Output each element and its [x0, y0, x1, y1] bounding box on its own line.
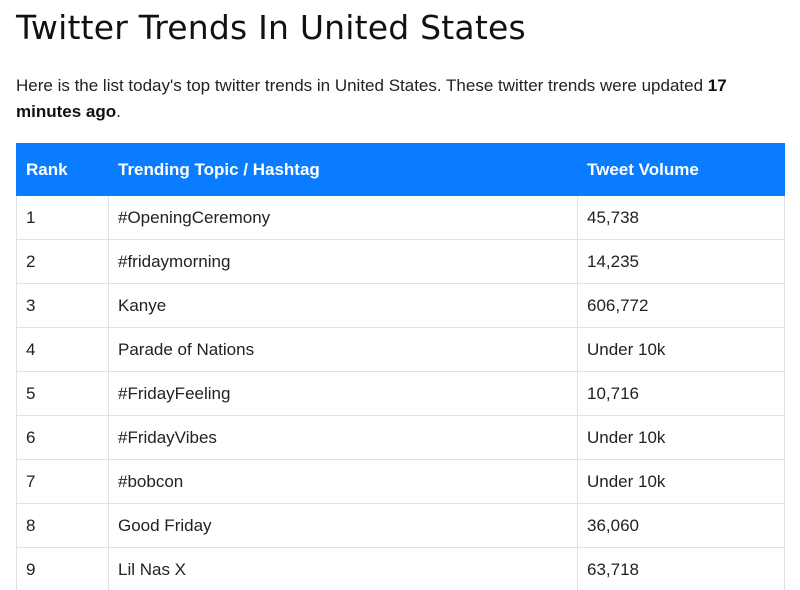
intro-paragraph: Here is the list today's top twitter tre…	[16, 73, 784, 125]
trends-table: Rank Trending Topic / Hashtag Tweet Volu…	[16, 143, 785, 590]
topic-cell[interactable]: #bobcon	[108, 459, 578, 504]
table-row: 8 Good Friday 36,060	[16, 503, 785, 548]
rank-cell: 2	[16, 239, 109, 284]
table-row: 1 #OpeningCeremony 45,738	[16, 195, 785, 240]
topic-cell[interactable]: #FridayVibes	[108, 415, 578, 460]
rank-cell: 9	[16, 547, 109, 590]
rank-cell: 3	[16, 283, 109, 328]
rank-column-header: Rank	[16, 143, 109, 196]
topic-cell[interactable]: Kanye	[108, 283, 578, 328]
rank-cell: 4	[16, 327, 109, 372]
topic-cell[interactable]: #FridayFeeling	[108, 371, 578, 416]
rank-cell: 8	[16, 503, 109, 548]
volume-cell: 63,718	[577, 547, 785, 590]
topic-cell[interactable]: Good Friday	[108, 503, 578, 548]
intro-end: .	[116, 102, 121, 121]
volume-cell: Under 10k	[577, 459, 785, 504]
table-row: 2 #fridaymorning 14,235	[16, 239, 785, 284]
topic-cell[interactable]: Parade of Nations	[108, 327, 578, 372]
table-row: 6 #FridayVibes Under 10k	[16, 415, 785, 460]
topic-cell[interactable]: Lil Nas X	[108, 547, 578, 590]
rank-cell: 5	[16, 371, 109, 416]
volume-cell: 45,738	[577, 195, 785, 240]
topic-cell[interactable]: #fridaymorning	[108, 239, 578, 284]
volume-cell: 10,716	[577, 371, 785, 416]
topic-cell[interactable]: #OpeningCeremony	[108, 195, 578, 240]
volume-cell: Under 10k	[577, 327, 785, 372]
rank-cell: 6	[16, 415, 109, 460]
table-row: 4 Parade of Nations Under 10k	[16, 327, 785, 372]
table-row: 3 Kanye 606,772	[16, 283, 785, 328]
table-row: 9 Lil Nas X 63,718	[16, 547, 785, 590]
volume-column-header: Tweet Volume	[577, 143, 785, 196]
rank-cell: 1	[16, 195, 109, 240]
topic-column-header: Trending Topic / Hashtag	[108, 143, 578, 196]
table-row: 7 #bobcon Under 10k	[16, 459, 785, 504]
updated-time: 17 minutes ago	[16, 76, 727, 121]
volume-cell: 36,060	[577, 503, 785, 548]
intro-text: Here is the list today's top twitter tre…	[16, 76, 708, 95]
volume-cell: 606,772	[577, 283, 785, 328]
page-title: Twitter Trends In United States	[16, 8, 526, 47]
rank-cell: 7	[16, 459, 109, 504]
volume-cell: Under 10k	[577, 415, 785, 460]
table-header-row: Rank Trending Topic / Hashtag Tweet Volu…	[16, 143, 785, 196]
volume-cell: 14,235	[577, 239, 785, 284]
table-row: 5 #FridayFeeling 10,716	[16, 371, 785, 416]
page-content: Twitter Trends In United States Here is …	[16, 0, 785, 590]
